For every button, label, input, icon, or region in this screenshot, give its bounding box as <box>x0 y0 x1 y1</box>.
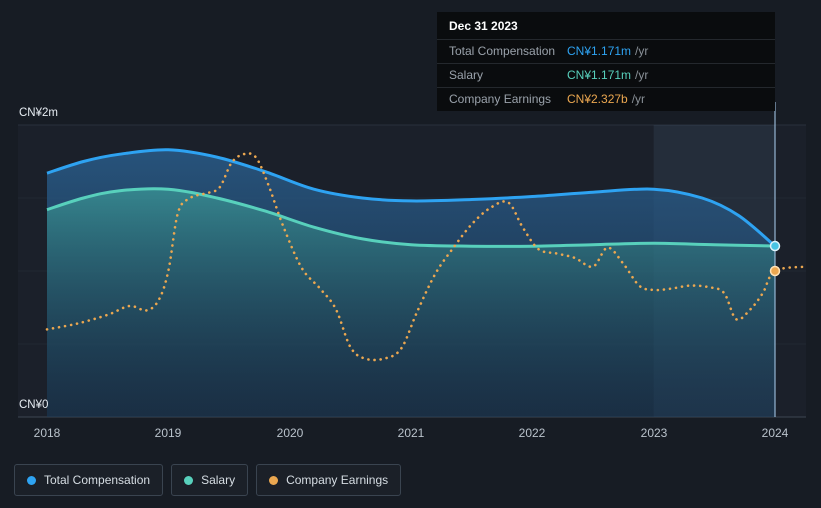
legend-item-label: Total Compensation <box>44 473 151 487</box>
x-tick-2021: 2021 <box>397 426 425 440</box>
tooltip-row-company-earnings: Company Earnings CN¥2.327b /yr <box>437 87 775 111</box>
tooltip: Dec 31 2023 Total Compensation CN¥1.171m… <box>437 12 775 111</box>
x-tick-2018: 2018 <box>33 426 61 440</box>
legend-item-total-compensation[interactable]: Total Compensation <box>14 464 164 496</box>
tooltip-label: Salary <box>449 68 484 82</box>
x-tick-2024: 2024 <box>761 426 789 440</box>
company-earnings-dot-icon <box>269 475 279 485</box>
tooltip-value-suffix: /yr <box>631 92 646 106</box>
tooltip-value-suffix: /yr <box>635 44 649 58</box>
series-line-salary <box>46 187 776 248</box>
y-axis-label-bottom: CN¥0 <box>19 399 49 411</box>
total-compensation-dot-icon <box>27 475 36 485</box>
x-tick-2022: 2022 <box>518 426 546 440</box>
series-line-company-earnings <box>45 152 807 362</box>
legend-item-company-earnings[interactable]: Company Earnings <box>256 464 402 496</box>
x-tick-2019: 2019 <box>154 426 182 440</box>
legend-item-label: Company Earnings <box>286 473 389 487</box>
tooltip-value: CN¥1.171m <box>567 68 632 82</box>
x-tick-2023: 2023 <box>640 426 668 440</box>
tooltip-label: Company Earnings <box>449 92 552 106</box>
x-tick-2020: 2020 <box>276 426 304 440</box>
tooltip-label: Total Compensation <box>449 44 556 58</box>
tooltip-date: Dec 31 2023 <box>449 19 518 33</box>
series-line-total-compensation <box>46 148 776 248</box>
tooltip-value: CN¥2.327b <box>567 92 628 106</box>
y-axis-label-top: CN¥2m <box>19 107 58 119</box>
marker-dot-company-earnings[interactable] <box>769 265 781 277</box>
legend: Total Compensation Salary Company Earnin… <box>14 464 402 496</box>
tooltip-value-suffix: /yr <box>635 68 649 82</box>
x-axis: 2018 2019 2020 2021 2022 2023 2024 <box>0 426 821 442</box>
tooltip-row-total-compensation: Total Compensation CN¥1.171m /yr <box>437 39 775 63</box>
marker-dot-total-compensation[interactable] <box>769 240 781 252</box>
salary-dot-icon <box>184 475 194 485</box>
tooltip-row-salary: Salary CN¥1.171m /yr <box>437 63 775 87</box>
legend-item-salary[interactable]: Salary <box>171 464 249 496</box>
legend-item-label: Salary <box>201 473 236 487</box>
tooltip-value: CN¥1.171m <box>567 44 632 58</box>
